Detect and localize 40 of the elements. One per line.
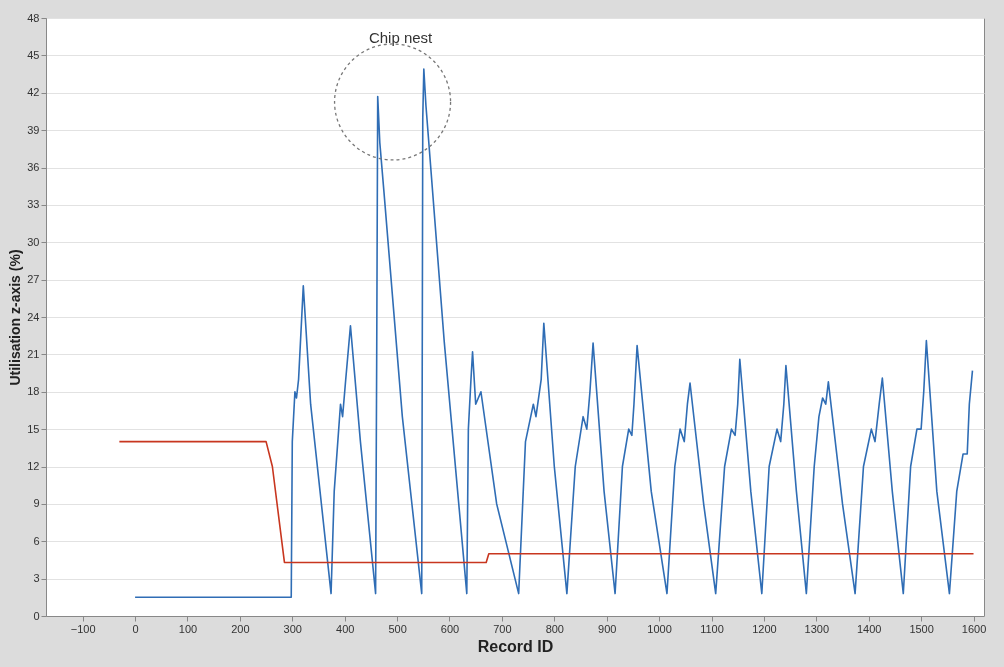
x-tick-label: 1600 xyxy=(961,622,987,635)
x-tick-label: 500 xyxy=(388,622,407,635)
y-tick-label: 3 xyxy=(33,572,40,585)
y-tick-label: 6 xyxy=(33,534,40,547)
x-tick-label: 0 xyxy=(132,622,139,635)
x-tick-label: 700 xyxy=(493,622,512,635)
x-tick-label: 300 xyxy=(283,622,302,635)
y-tick-label: 24 xyxy=(27,310,40,323)
line-series xyxy=(118,440,975,564)
y-tick-label: 30 xyxy=(27,235,40,248)
y-tick-label: 42 xyxy=(27,86,40,99)
x-tick-label: 900 xyxy=(598,622,617,635)
x-tick-label: 1400 xyxy=(856,622,882,635)
x-axis-title: Record ID xyxy=(477,637,554,655)
x-tick-label: 800 xyxy=(545,622,564,635)
y-tick-label: 12 xyxy=(27,460,40,472)
x-tick-label: −100 xyxy=(70,622,96,635)
y-tick-label: 15 xyxy=(27,422,40,435)
x-tick-label: 1500 xyxy=(909,622,934,635)
y-tick-label: 48 xyxy=(27,11,40,24)
y-tick-label: 33 xyxy=(27,198,40,211)
x-tick-label: 400 xyxy=(336,622,355,635)
line-series xyxy=(134,68,974,599)
y-tick-label: 45 xyxy=(27,48,40,61)
y-tick-label: 9 xyxy=(33,497,40,510)
y-tick-label: 39 xyxy=(27,123,40,136)
x-tick-label: 1000 xyxy=(647,622,672,635)
y-tick-label: 27 xyxy=(27,273,40,286)
y-tick-label: 21 xyxy=(27,347,40,360)
x-tick-label: 100 xyxy=(178,622,198,635)
y-tick-label: 0 xyxy=(33,609,40,622)
x-tick-label: 1100 xyxy=(700,622,724,635)
x-tick-label: 200 xyxy=(231,622,250,635)
y-axis-title: Utilisation z-axis (%) xyxy=(7,249,24,386)
x-tick-label: 1200 xyxy=(752,622,777,635)
y-tick-label: 18 xyxy=(27,385,40,398)
x-tick-label: 600 xyxy=(440,622,460,635)
y-tick-label: 36 xyxy=(27,161,40,173)
annotation: Chip nest xyxy=(368,28,434,46)
x-tick-label: 1300 xyxy=(804,622,830,635)
